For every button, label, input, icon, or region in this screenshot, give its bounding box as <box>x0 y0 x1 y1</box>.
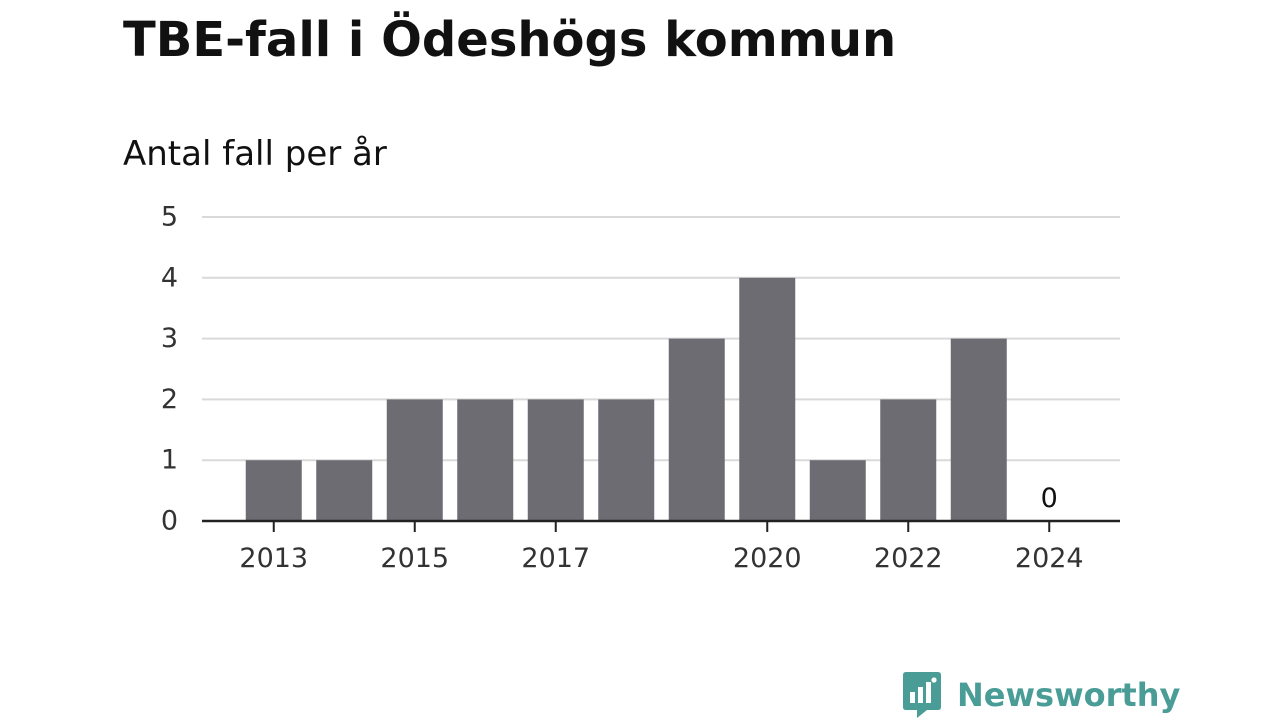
brand-name: Newsworthy <box>957 676 1181 714</box>
bar <box>457 399 514 521</box>
x-tick-label: 2024 <box>1015 543 1084 574</box>
y-tick-label: 2 <box>161 384 178 415</box>
bar <box>950 338 1007 521</box>
bar <box>809 460 866 521</box>
x-tick-label: 2020 <box>733 543 802 574</box>
bar <box>880 399 937 521</box>
x-tick-label: 2015 <box>380 543 449 574</box>
x-tick-label: 2022 <box>874 543 943 574</box>
bar <box>668 338 725 521</box>
bar <box>739 277 796 521</box>
bar <box>598 399 655 521</box>
bar <box>316 460 373 521</box>
y-tick-label: 5 <box>161 202 178 233</box>
brand-logo: Newsworthy <box>901 668 1180 720</box>
chart-title: TBE-fall i Ödeshögs kommun <box>123 12 897 68</box>
bar <box>386 399 443 521</box>
y-tick-label: 4 <box>161 262 178 293</box>
data-label: 0 <box>1041 483 1058 514</box>
x-tick-label: 2017 <box>521 543 590 574</box>
bar <box>527 399 584 521</box>
x-tick-label: 2013 <box>239 543 308 574</box>
y-tick-label: 0 <box>161 506 178 537</box>
y-tick-label: 1 <box>161 445 178 476</box>
bar-chart-speech-bubble-icon <box>903 672 941 718</box>
y-tick-label: 3 <box>161 323 178 354</box>
bar <box>245 460 302 521</box>
chart-subtitle: Antal fall per år <box>123 134 387 174</box>
